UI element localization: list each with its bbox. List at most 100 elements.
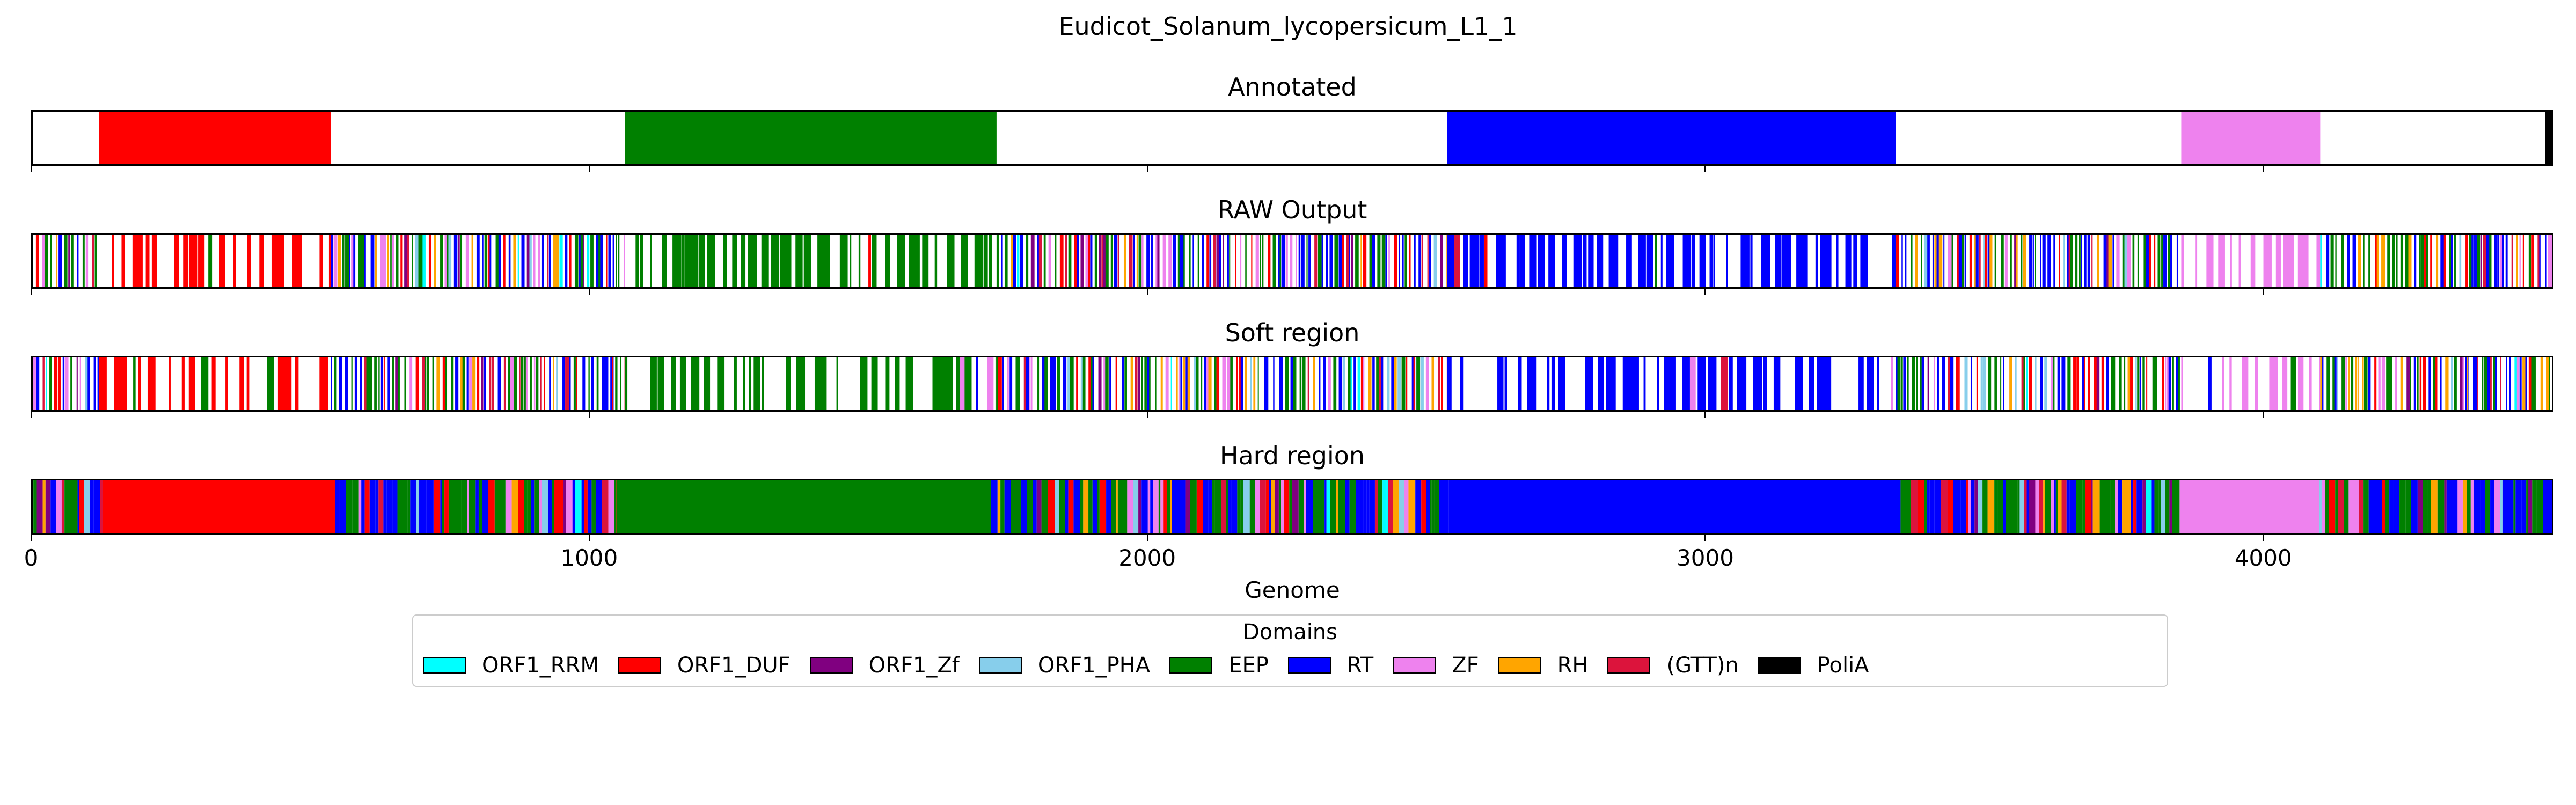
domain-mark-rt (339, 479, 346, 535)
x-tick-label: 4000 (2234, 545, 2292, 571)
domain-mark-eep (1962, 233, 1964, 289)
domain-mark-rt (1338, 356, 1343, 412)
domain-mark-orf1-duf (233, 233, 236, 289)
domain-mark-rt (1504, 356, 1507, 412)
domain-mark-rt (1929, 479, 1935, 535)
domain-mark-rt (1369, 479, 1375, 535)
domain-mark-rt (2208, 356, 2212, 412)
legend-item: RH (1498, 653, 1588, 678)
domain-mark-rt (2151, 479, 2155, 535)
domain-mark-eep (1293, 356, 1297, 412)
domain-mark-orf1-zf (2142, 479, 2146, 535)
domain-mark-rt (564, 233, 568, 289)
domain-mark-eep (2335, 479, 2338, 535)
domain-mark-zf (539, 479, 543, 535)
domain-mark-rt (2451, 233, 2453, 289)
domain-mark-orf1-duf (239, 356, 244, 412)
domain-mark-rt (2507, 479, 2514, 535)
domain-mark-rt (484, 356, 486, 412)
domain-mark-eep (425, 356, 427, 412)
domain-mark-rt (2334, 356, 2337, 412)
domain-mark-eep (407, 479, 411, 535)
domain-mark-eep (1994, 233, 1996, 289)
domain-mark-rt (2440, 356, 2442, 412)
domain-mark-orf1-pha (1983, 233, 1986, 289)
domain-mark-orf1-duf (1235, 233, 1236, 289)
domain-mark-rt (1001, 233, 1003, 289)
domain-mark-eep (616, 233, 617, 289)
legend-item: ORF1_RRM (423, 653, 599, 678)
domain-mark-rt (1757, 356, 1762, 412)
domain-mark-eep (1237, 479, 1241, 535)
domain-mark-rt (1114, 233, 1118, 289)
domain-mark-zf (1165, 356, 1169, 412)
domain-mark-orf1-rrm (559, 233, 563, 289)
domain-mark-eep (1245, 233, 1247, 289)
domain-mark-eep (1912, 356, 1915, 412)
legend-item: ORF1_Zf (809, 653, 960, 678)
domain-mark-zf (79, 356, 82, 412)
domain-mark-rt (2326, 233, 2330, 289)
domain-mark-rt (2081, 233, 2082, 289)
x-tick-mark (2263, 412, 2265, 418)
x-tick-mark (1704, 535, 1707, 541)
legend-item: RT (1287, 653, 1373, 678)
domain-mark-rh (2462, 479, 2467, 535)
domain-mark-eep (2386, 356, 2390, 412)
domain-mark-rh (1253, 356, 1256, 412)
domain-mark--gtt-n (503, 356, 506, 412)
domain-mark-rh (1368, 356, 1372, 412)
domain-mark-rt (2368, 479, 2374, 535)
domain-mark-orf1-zf (1157, 233, 1160, 289)
domain-mark-orf1-duf (211, 356, 216, 412)
domain-mark-rt (1582, 233, 1587, 289)
domain-mark-rt (1987, 233, 1992, 289)
domain-mark-rt (1657, 356, 1659, 412)
domain-mark-rt (1610, 356, 1616, 412)
domain-mark-rt (2047, 233, 2051, 289)
domain-mark-rt (1208, 479, 1212, 535)
domain-mark-rt (1021, 479, 1027, 535)
domain-mark-eep (1080, 479, 1084, 535)
domain-mark-zf (2462, 356, 2464, 412)
domain-mark-zf (2304, 233, 2309, 289)
domain-mark-zf (2206, 233, 2213, 289)
domain-mark-eep (2423, 479, 2428, 535)
domain-mark-orf1-pha (2044, 356, 2047, 412)
domain-mark-zf (1206, 356, 1210, 412)
domain-mark-eep (762, 356, 764, 412)
domain-mark-rt (2519, 356, 2522, 412)
domain-mark-eep (2477, 233, 2481, 289)
domain-mark-rt (392, 479, 398, 535)
domain-mark-eep (2532, 479, 2534, 535)
domain-mark-orf1-duf (284, 356, 292, 412)
domain-mark-eep (1313, 479, 1320, 535)
domain-mark-rt (2352, 233, 2355, 289)
domain-mark-rt (2552, 479, 2553, 535)
domain-mark-rt (1743, 356, 1747, 412)
domain-mark-rt (349, 233, 350, 289)
domain-mark-rt (1934, 479, 1941, 535)
domain-mark-zf (1240, 233, 1242, 289)
domain-mark-rt (596, 479, 602, 535)
domain-mark-eep (1279, 233, 1282, 289)
domain-mark-eep (1249, 479, 1255, 535)
domain-mark-orf1-duf (400, 233, 403, 289)
panel-title-soft-region: Soft region (1225, 318, 1360, 347)
domain-mark-eep (2099, 479, 2105, 535)
domain-mark-rt (610, 356, 614, 412)
domain-mark-eep (369, 356, 372, 412)
domain-mark-zf (351, 233, 355, 289)
domain-mark-eep (2330, 233, 2334, 289)
domain-mark-rh (1989, 233, 1993, 289)
domain-mark-orf1-pha (1982, 356, 1986, 412)
domain-mark-zf (2275, 233, 2281, 289)
domain-mark-rt (1562, 356, 1565, 412)
domain-mark-eep (2363, 233, 2365, 289)
track-svg-hard-region (31, 479, 2553, 535)
domain-mark-rt (1858, 356, 1864, 412)
domain-mark-rt (1901, 233, 1903, 289)
domain-mark-orf1-duf (328, 233, 331, 289)
domain-mark-orf1-pha (414, 233, 419, 289)
domain-mark-orf1-duf (477, 356, 480, 412)
